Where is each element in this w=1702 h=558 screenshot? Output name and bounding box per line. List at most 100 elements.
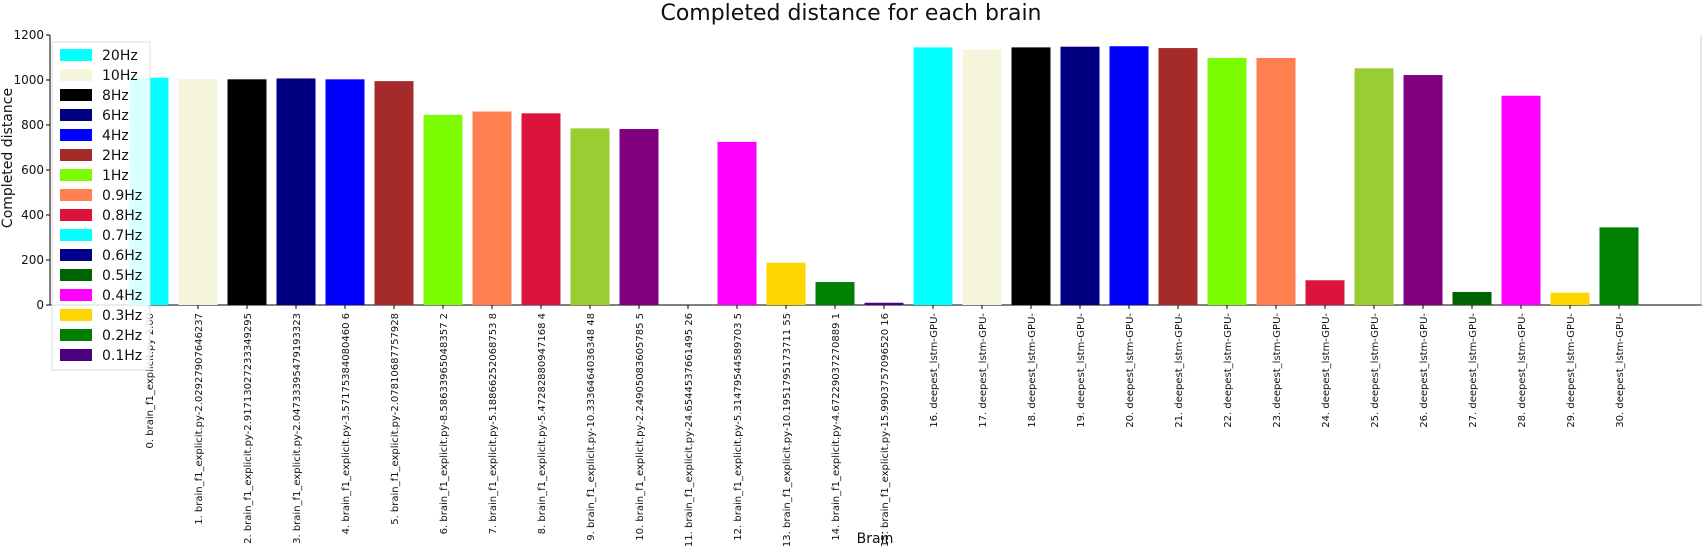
legend-label: 0.6Hz	[102, 248, 142, 264]
y-tick-label: 1000	[13, 73, 44, 87]
legend-label: 0.4Hz	[102, 288, 142, 304]
bar	[1501, 95, 1541, 305]
y-tick-label: 800	[21, 118, 44, 132]
x-tick-label: 17. deepest_lstm-GPU-	[978, 313, 989, 428]
bar	[766, 262, 806, 305]
x-tick-label: 28. deepest_lstm-GPU-	[1517, 313, 1528, 428]
legend-swatch	[60, 69, 92, 81]
x-tick-label: 4. brain_f1_explicit.py-3.57175384080460…	[341, 313, 352, 534]
bar	[1207, 57, 1247, 306]
bar	[521, 113, 561, 305]
x-tick-label: 18. deepest_lstm-GPU-	[1027, 313, 1038, 428]
bar	[1011, 47, 1051, 305]
legend-label: 0.8Hz	[102, 208, 142, 224]
x-tick-label: 25. deepest_lstm-GPU-	[1370, 313, 1381, 428]
y-axis-label: Completed distance	[0, 88, 16, 228]
bar	[619, 129, 659, 305]
x-tick-label: 30. deepest_lstm-GPU-	[1615, 313, 1626, 428]
legend-label: 0.2Hz	[102, 328, 142, 344]
bar	[864, 302, 904, 305]
bar	[913, 47, 953, 305]
bar	[325, 79, 365, 305]
y-tick-label: 600	[21, 163, 44, 177]
chart-title: Completed distance for each brain	[660, 1, 1041, 26]
x-tick-label: 21. deepest_lstm-GPU-	[1174, 313, 1185, 428]
x-tick-label: 19. deepest_lstm-GPU-	[1076, 313, 1087, 428]
y-tick-label: 200	[21, 253, 44, 267]
x-tick-label: 24. deepest_lstm-GPU-	[1321, 313, 1332, 428]
legend-swatch	[60, 89, 92, 101]
y-tick-label: 400	[21, 208, 44, 222]
bar	[717, 141, 757, 305]
legend-swatch	[60, 329, 92, 341]
bar	[472, 111, 512, 305]
bar	[1550, 292, 1590, 305]
x-tick-labels: 0. brain_f1_explicit.py-2.00 1. brain_f1_…	[145, 305, 1626, 547]
bar	[227, 79, 267, 305]
legend-swatch	[60, 269, 92, 281]
x-tick-label: 7. brain_f1_explicit.py-5.18866252068753…	[488, 313, 499, 534]
bar	[1354, 68, 1394, 305]
legend-label: 1Hz	[102, 168, 129, 184]
x-tick-label: 5. brain_f1_explicit.py-2.07810687757928	[390, 313, 401, 525]
legend-swatch	[60, 129, 92, 141]
x-tick-label: 6. brain_f1_explicit.py-8.58633965048357…	[439, 313, 450, 534]
bar	[1452, 291, 1492, 305]
legend-swatch	[60, 249, 92, 261]
y-tick-label: 0	[36, 298, 44, 312]
legend-label: 2Hz	[102, 148, 129, 164]
x-tick-label: 22. deepest_lstm-GPU-	[1223, 313, 1234, 428]
legend-swatch	[60, 229, 92, 241]
legend-swatch	[60, 169, 92, 181]
legend-label: 6Hz	[102, 108, 129, 124]
x-tick-label: 15. brain_f1_explicit.py-15.990375709652…	[880, 313, 891, 547]
legend-swatch	[60, 289, 92, 301]
x-tick-label: 16. deepest_lstm-GPU-	[929, 313, 940, 428]
bar	[1109, 46, 1149, 305]
legend-label: 8Hz	[102, 88, 129, 104]
bar	[1256, 57, 1296, 306]
bar	[423, 114, 463, 305]
legend-label: 0.1Hz	[102, 348, 142, 364]
x-tick-label: 0. brain_f1_explicit.py-2.00	[145, 313, 156, 448]
legend-label: 4Hz	[102, 128, 129, 144]
legend-swatch	[60, 149, 92, 161]
legend-label: 0.3Hz	[102, 308, 142, 324]
x-tick-label: 20. deepest_lstm-GPU-	[1125, 313, 1136, 428]
x-tick-label: 14. brain_f1_explicit.py-4.6722903727088…	[831, 313, 842, 541]
x-tick-label: 12. brain_f1_explicit.py-5.3147954458970…	[733, 313, 744, 541]
x-tick-label: 3. brain_f1_explicit.py-2.04733395479193…	[292, 313, 303, 544]
legend-swatch	[60, 109, 92, 121]
bar	[1158, 48, 1198, 306]
x-tick-label: 1. brain_f1_explicit.py-2.02927907646237	[194, 313, 205, 525]
legend-label: 20Hz	[102, 48, 138, 64]
legend-swatch	[60, 189, 92, 201]
bar	[1060, 46, 1100, 305]
x-tick-label: 27. deepest_lstm-GPU-	[1468, 313, 1479, 428]
legend-swatch	[60, 209, 92, 221]
x-tick-label: 9. brain_f1_explicit.py-10.3336464036348…	[586, 313, 597, 541]
legend-swatch	[60, 349, 92, 361]
x-tick-label: 29. deepest_lstm-GPU-	[1566, 313, 1577, 428]
x-tick-label: 2. brain_f1_explicit.py-2.91713027233349…	[243, 313, 254, 544]
bar	[962, 49, 1002, 305]
legend-swatch	[60, 309, 92, 321]
legend-label: 10Hz	[102, 68, 138, 84]
bar	[815, 282, 855, 305]
legend-label: 0.9Hz	[102, 188, 142, 204]
legend-label: 0.5Hz	[102, 268, 142, 284]
x-axis-label: Brain	[857, 531, 894, 547]
x-tick-label: 11. brain_f1_explicit.py-24.654453766149…	[684, 313, 695, 547]
x-tick-label: 10. brain_f1_explicit.py-2.2490508360578…	[635, 313, 646, 541]
bar	[1403, 75, 1443, 305]
x-tick-label: 13. brain_f1_explicit.py-10.195179517371…	[782, 313, 793, 547]
bar	[1305, 280, 1345, 305]
x-tick-label: 8. brain_f1_explicit.py-5.47282880947168…	[537, 313, 548, 534]
x-tick-label: 26. deepest_lstm-GPU-	[1419, 313, 1430, 428]
bar	[570, 128, 610, 305]
legend-swatch	[60, 49, 92, 61]
x-tick-label: 23. deepest_lstm-GPU-	[1272, 313, 1283, 428]
legend-label: 0.7Hz	[102, 228, 142, 244]
